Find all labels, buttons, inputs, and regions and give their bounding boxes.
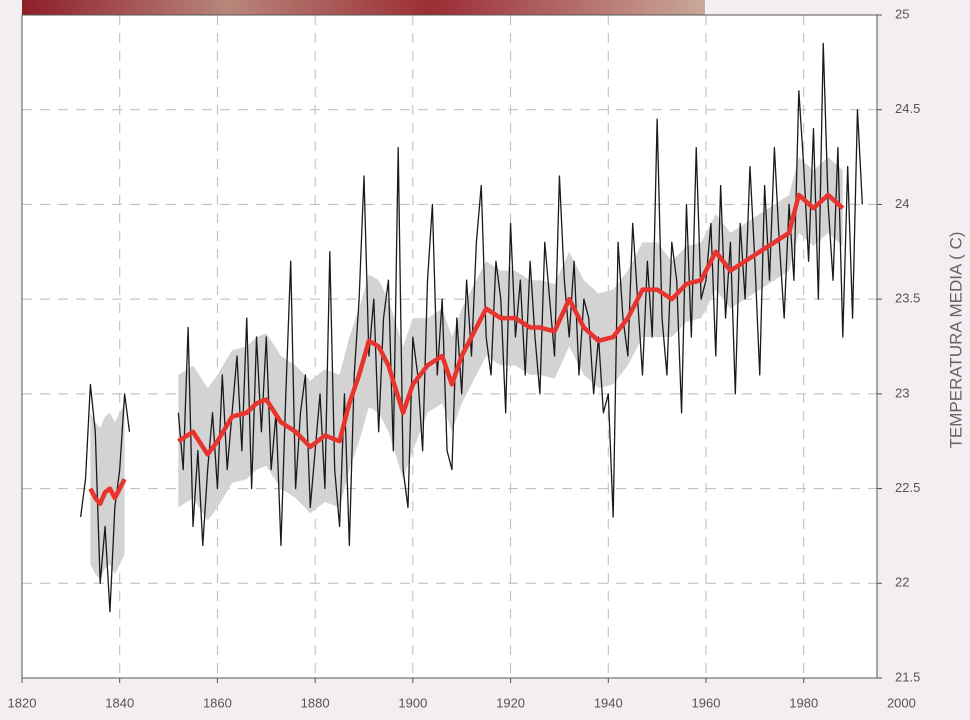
y-axis-label: TEMPERATURA MEDIA ( C) (946, 232, 965, 449)
x-tick-label: 1960 (692, 695, 721, 710)
x-tick-label: 1860 (203, 695, 232, 710)
data-line (88, 192, 845, 506)
data-line (79, 42, 863, 613)
y-tick-label: 24.5 (895, 101, 920, 116)
x-tick-label: 1980 (789, 695, 818, 710)
y-tick-label: 22.5 (895, 480, 920, 495)
y-tick-label: 23 (895, 385, 909, 400)
x-tick-label: 1840 (105, 695, 134, 710)
y-tick-label: 23.5 (895, 291, 920, 306)
x-tick-label: 1920 (496, 695, 525, 710)
plot-frame (21, 14, 878, 679)
x-tick-label: 1880 (301, 695, 330, 710)
y-tick-label: 25 (895, 6, 909, 21)
x-tick-label: 1820 (8, 695, 37, 710)
y-tick-label: 22 (895, 575, 909, 590)
x-tick-label: 1940 (594, 695, 623, 710)
header-photo (22, 0, 705, 15)
x-tick-label: 2000 (887, 695, 916, 710)
y-tick-label: 24 (895, 196, 909, 211)
y-tick-label: 21.5 (895, 669, 920, 684)
x-tick-label: 1900 (398, 695, 427, 710)
